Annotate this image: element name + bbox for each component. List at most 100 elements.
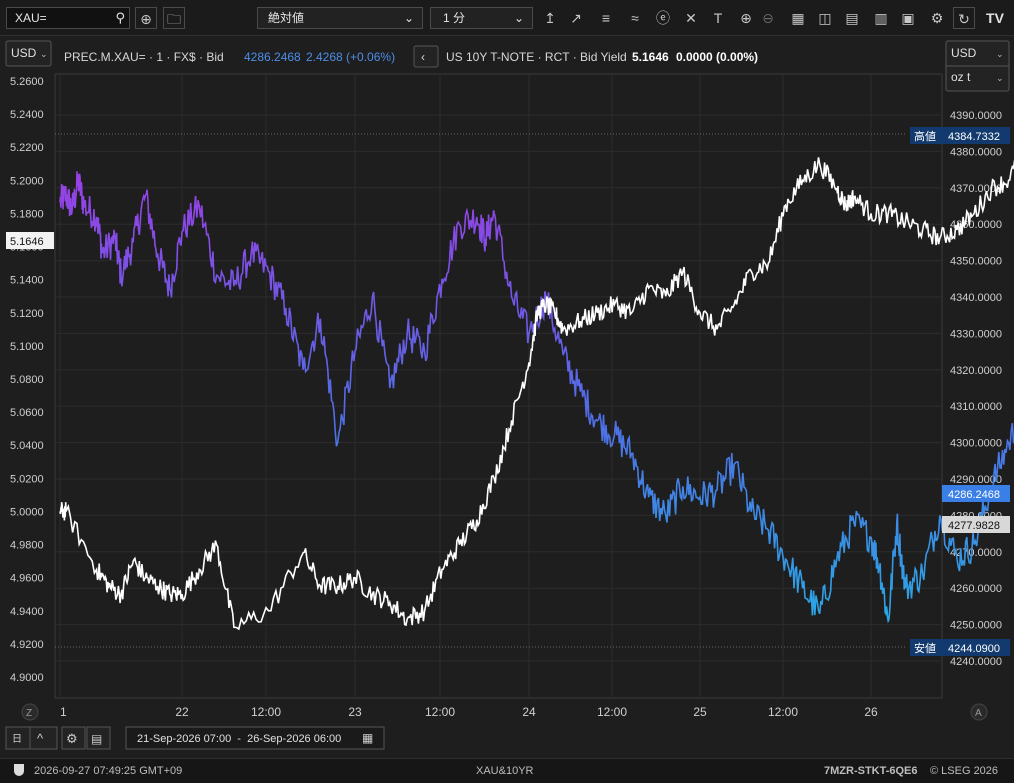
- low-badge-label: 安値: [914, 641, 936, 655]
- legend-series2-change: 0.0000 (0.00%): [676, 50, 758, 64]
- left-last-badge-text: 5.1646: [10, 236, 44, 248]
- legend-series2[interactable]: US 10Y T-NOTE · RCT · Bid Yield 5.1646 0…: [446, 50, 758, 64]
- left-tick-label: 4.9800: [10, 540, 44, 552]
- left-currency-dropdown[interactable]: [5, 40, 52, 67]
- cross-icon[interactable]: ✕: [685, 10, 697, 26]
- status-copyright: © LSEG 2026: [930, 765, 999, 777]
- right-tick-label: 4390.0000: [950, 110, 1002, 122]
- chevron-down-icon: ⌄: [40, 49, 48, 59]
- x-tick-label: 12:00: [768, 705, 798, 719]
- high-badge-label: 高値: [914, 129, 936, 143]
- scale-mode-dropdown[interactable]: 絶対値 ⌄: [257, 7, 423, 29]
- legend-series1-last: 4286.2468: [244, 50, 301, 64]
- image-icon[interactable]: ▤: [845, 10, 859, 26]
- series-line-yield: [59, 157, 1014, 631]
- left-tick-label: 5.2000: [10, 175, 44, 187]
- calendar-icon: ▦: [362, 731, 373, 745]
- chevron-left-icon: ‹: [421, 50, 425, 64]
- secondary-price-badge-text: 4277.9828: [948, 520, 1000, 532]
- toolbar: XAU= ⚲ ⊕ 🗀 絶対値 ⌄ 1 分 ⌄ ↥ ↗ ≡ ≈ ⓔ ✕ T ⊕ ⊖…: [0, 0, 1014, 36]
- zoom-out-icon[interactable]: ⊖: [762, 10, 774, 26]
- interval-value: 1 分: [443, 11, 466, 25]
- collapse-legend-button[interactable]: [413, 45, 439, 68]
- status-timestamp: 2026-09-27 07:49:25 GMT+09: [34, 765, 183, 777]
- chart-area[interactable]: USD ⌄ USD ⌄ oz t ⌄ PREC.M.XAU= · 1 · FX$…: [0, 36, 1014, 758]
- layout-icon[interactable]: ▣: [901, 10, 915, 26]
- studies-icon[interactable]: ▥: [874, 10, 888, 26]
- gear-icon[interactable]: ⚙: [930, 10, 944, 26]
- left-tick-label: 4.9200: [10, 639, 44, 651]
- table-icon: ▤: [91, 732, 102, 746]
- chevron-down-icon: ⌄: [513, 11, 524, 25]
- gridlines: [55, 74, 942, 698]
- table-button[interactable]: [86, 726, 111, 750]
- left-tick-label: 5.0400: [10, 440, 44, 452]
- x-tick-label: 22: [175, 705, 189, 719]
- date-range-field[interactable]: [125, 726, 385, 750]
- x-tick-label: 12:00: [425, 705, 455, 719]
- right-tick-label: 4300.0000: [950, 438, 1002, 450]
- status-id: 7MZR-STKT-6QE6: [824, 765, 918, 777]
- left-tick-label: 5.0600: [10, 407, 44, 419]
- high-badge: [910, 127, 1010, 144]
- left-tick-label: 5.2200: [10, 142, 44, 154]
- interval-dropdown[interactable]: 1 分 ⌄: [430, 7, 533, 29]
- auto-scale-button[interactable]: [970, 703, 988, 721]
- right-tick-label: 4250.0000: [950, 620, 1002, 632]
- chevron-down-icon: ⌄: [403, 11, 414, 25]
- low-badge-value: 4244.0900: [948, 643, 1000, 655]
- wave-icon[interactable]: ≈: [631, 10, 639, 26]
- x-tick-label: 23: [348, 705, 362, 719]
- collapse-button[interactable]: [29, 726, 58, 750]
- line-chart-icon[interactable]: ↥: [544, 10, 556, 26]
- zoom-reset-button[interactable]: [21, 703, 39, 721]
- left-tick-label: 4.9600: [10, 573, 44, 585]
- zoom-in-icon[interactable]: ⊕: [740, 10, 752, 26]
- left-tick-label: 4.9000: [10, 672, 44, 684]
- search-icon[interactable]: ⚲: [115, 10, 125, 25]
- right-tick-label: 4270.0000: [950, 547, 1002, 559]
- symbol-search-box[interactable]: XAU= ⚲: [6, 7, 130, 29]
- folder-icon[interactable]: 🗀: [163, 7, 185, 29]
- left-currency-label: USD: [11, 46, 37, 60]
- right-axis: 4390.00004380.00004370.00004360.00004350…: [950, 110, 1002, 668]
- legend-series1-desc: PREC.M.XAU= · 1 · FX$ · Bid: [64, 50, 224, 64]
- left-last-badge: [6, 232, 54, 249]
- add-symbol-icon[interactable]: ⊕: [135, 7, 157, 29]
- right-tick-label: 4370.0000: [950, 183, 1002, 195]
- right-currency-label[interactable]: USD: [951, 46, 977, 60]
- elliott-wave-icon[interactable]: ⓔ: [656, 10, 670, 26]
- right-tick-label: 4320.0000: [950, 365, 1002, 377]
- last-price-badge-text: 4286.2468: [948, 489, 1000, 501]
- grid-icon[interactable]: ▦: [791, 10, 805, 26]
- left-tick-label: 5.2400: [10, 109, 44, 121]
- right-tick-label: 4310.0000: [950, 401, 1002, 413]
- right-tick-label: 4380.0000: [950, 146, 1002, 158]
- right-tick-label: 4240.0000: [950, 656, 1002, 668]
- x-tick-label: 26: [864, 705, 878, 719]
- status-bar: 2026-09-27 07:49:25 GMT+09 XAU&10YR 7MZR…: [0, 758, 1014, 783]
- right-tick-label: 4350.0000: [950, 256, 1002, 268]
- x-axis: 1 22 12:00 23 12:00 24 12:00 25 12:00 26: [60, 705, 878, 719]
- right-unit-label[interactable]: oz t: [951, 70, 971, 84]
- z-icon: Z: [26, 708, 32, 719]
- refresh-icon[interactable]: ↻: [953, 7, 975, 29]
- trendline-icon[interactable]: ↗: [570, 10, 582, 26]
- settings-button[interactable]: [61, 726, 86, 750]
- chart-canvas[interactable]: USD ⌄ USD ⌄ oz t ⌄ PREC.M.XAU= · 1 · FX$…: [0, 36, 1014, 758]
- legend-series1[interactable]: PREC.M.XAU= · 1 · FX$ · Bid 4286.2468 2.…: [64, 50, 395, 64]
- horizontal-lines-icon[interactable]: ≡: [601, 10, 611, 26]
- tradingview-logo: TV: [986, 10, 1004, 26]
- low-badge: [910, 639, 1010, 656]
- left-tick-label: 5.0000: [10, 506, 44, 518]
- x-tick-label: 12:00: [251, 705, 281, 719]
- panel-icon[interactable]: ◫: [818, 10, 832, 26]
- text-tool-icon[interactable]: T: [713, 10, 723, 26]
- calendar-day-icon: 日: [12, 734, 22, 745]
- scale-mode-value: 絶対値: [268, 11, 305, 25]
- x-tick-label: 24: [522, 705, 536, 719]
- high-badge-value: 4384.7332: [948, 131, 1000, 143]
- right-tick-label: 4330.0000: [950, 328, 1002, 340]
- x-tick-label: 12:00: [597, 705, 627, 719]
- symbol-input[interactable]: XAU=: [15, 11, 47, 25]
